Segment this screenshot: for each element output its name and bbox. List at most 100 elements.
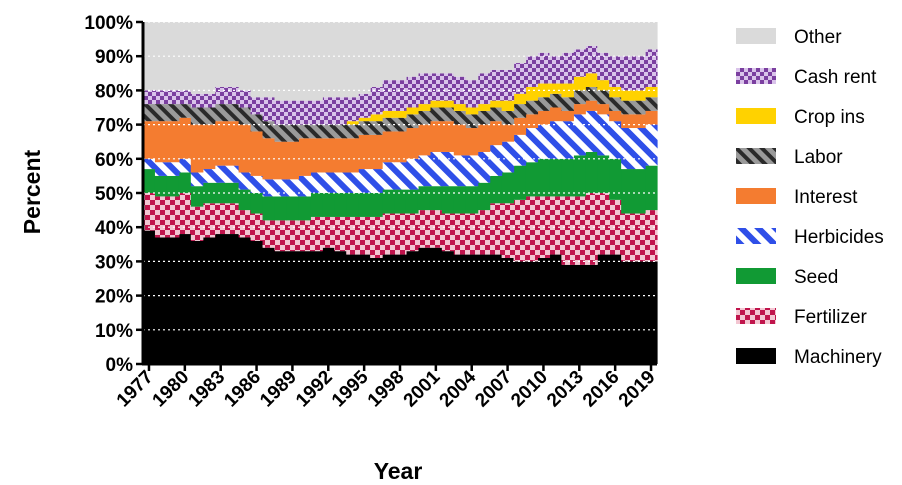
bar-seed-1999 bbox=[405, 189, 419, 214]
bar-herbicides-1989 bbox=[286, 179, 299, 197]
bar-machinery-1993 bbox=[334, 251, 347, 364]
bar-herbicides-1984 bbox=[226, 165, 240, 183]
bar-crop-ins-2000 bbox=[417, 104, 431, 111]
bar-seed-2018 bbox=[633, 169, 646, 214]
bar-seed-2015 bbox=[597, 155, 610, 193]
bar-other-1982 bbox=[202, 22, 216, 94]
bar-crop-ins-2003 bbox=[453, 104, 467, 111]
bar-seed-1995 bbox=[358, 193, 371, 217]
legend-label: Seed bbox=[794, 267, 838, 288]
bar-machinery-2019 bbox=[645, 261, 658, 364]
bar-other-1993 bbox=[334, 22, 347, 98]
bar-cash-rent-1979 bbox=[166, 90, 180, 105]
bar-labor-2009 bbox=[525, 100, 539, 115]
y-tick-label: 80% bbox=[95, 81, 133, 102]
y-tick-label: 30% bbox=[95, 252, 133, 273]
bar-cash-rent-2019 bbox=[645, 49, 658, 87]
bar-herbicides-1980 bbox=[178, 158, 192, 173]
bar-herbicides-2005 bbox=[477, 151, 491, 183]
bar-herbicides-2011 bbox=[549, 121, 562, 159]
bar-machinery-2011 bbox=[549, 254, 562, 364]
bar-fertilizer-1986 bbox=[250, 213, 264, 241]
legend-swatch bbox=[736, 348, 776, 364]
bar-interest-2016 bbox=[609, 110, 622, 122]
bar-machinery-2005 bbox=[477, 254, 491, 364]
bar-cash-rent-1981 bbox=[190, 93, 204, 108]
series-other bbox=[143, 22, 658, 101]
bar-other-1986 bbox=[250, 22, 264, 98]
bar-seed-2013 bbox=[573, 155, 586, 197]
bar-other-2014 bbox=[585, 22, 598, 46]
bar-machinery-1982 bbox=[202, 237, 216, 364]
bar-fertilizer-1978 bbox=[154, 196, 168, 238]
x-tick-label: 2004 bbox=[436, 366, 481, 411]
bar-cash-rent-2012 bbox=[561, 52, 574, 84]
x-tick-label: 1992 bbox=[292, 367, 337, 412]
bar-other-2008 bbox=[513, 22, 527, 64]
bar-fertilizer-1979 bbox=[166, 196, 180, 238]
series-herbicides bbox=[143, 110, 658, 197]
bar-cash-rent-2017 bbox=[621, 56, 634, 91]
bar-fertilizer-1998 bbox=[394, 213, 407, 255]
x-tick-label: 1989 bbox=[256, 367, 301, 412]
y-tick-label: 50% bbox=[95, 184, 133, 205]
bar-other-2009 bbox=[525, 22, 539, 57]
bar-other-1989 bbox=[286, 22, 299, 101]
bar-interest-2001 bbox=[429, 121, 443, 152]
bar-crop-ins-1995 bbox=[358, 117, 371, 122]
bar-herbicides-2012 bbox=[561, 121, 574, 159]
series-crop-ins bbox=[346, 73, 658, 125]
bar-crop-ins-2015 bbox=[597, 80, 610, 91]
legend-item-cash-rent: Cash rent bbox=[736, 67, 877, 88]
bar-crop-ins-2006 bbox=[489, 100, 503, 108]
legend-swatch bbox=[736, 308, 776, 324]
bar-interest-2002 bbox=[441, 121, 455, 152]
bar-labor-2006 bbox=[489, 107, 503, 122]
legend-label: Cash rent bbox=[794, 67, 877, 88]
bar-fertilizer-2002 bbox=[441, 213, 455, 252]
legend-item-machinery: Machinery bbox=[736, 347, 882, 368]
bar-herbicides-1995 bbox=[358, 169, 371, 193]
bar-machinery-1983 bbox=[214, 234, 228, 364]
bar-herbicides-1994 bbox=[346, 172, 359, 193]
legend: Other Cash rent Crop ins Labor Interest Herbi… bbox=[736, 27, 884, 368]
bar-other-1994 bbox=[346, 22, 359, 98]
bar-cash-rent-2000 bbox=[417, 73, 431, 105]
bar-cash-rent-2009 bbox=[525, 56, 539, 87]
bar-interest-2018 bbox=[633, 114, 646, 129]
legend-swatch bbox=[736, 228, 776, 244]
bar-machinery-1980 bbox=[178, 234, 192, 364]
bar-machinery-2013 bbox=[573, 264, 586, 364]
bar-other-2000 bbox=[417, 22, 431, 74]
bar-herbicides-2009 bbox=[525, 128, 539, 163]
bar-cash-rent-1982 bbox=[202, 93, 216, 108]
bar-fertilizer-2000 bbox=[417, 210, 431, 248]
bar-fertilizer-2006 bbox=[489, 203, 503, 255]
legend-swatch bbox=[736, 188, 776, 204]
bar-labor-1982 bbox=[202, 107, 216, 125]
bar-herbicides-1998 bbox=[394, 162, 407, 190]
y-tick-label: 10% bbox=[95, 321, 133, 342]
series-seed bbox=[143, 151, 658, 221]
bar-machinery-2006 bbox=[489, 254, 503, 364]
bar-cash-rent-1978 bbox=[154, 90, 168, 105]
bar-herbicides-1999 bbox=[405, 158, 419, 190]
legend-swatch bbox=[736, 268, 776, 284]
bar-cash-rent-1989 bbox=[286, 100, 299, 125]
bar-labor-2012 bbox=[561, 97, 574, 111]
bar-herbicides-2018 bbox=[633, 128, 646, 170]
bar-labor-2004 bbox=[465, 114, 479, 129]
bar-cash-rent-1992 bbox=[322, 97, 335, 125]
bar-interest-2009 bbox=[525, 114, 539, 129]
bar-seed-2017 bbox=[621, 169, 634, 214]
bar-labor-2010 bbox=[537, 97, 551, 111]
bar-cash-rent-1999 bbox=[405, 76, 419, 108]
bar-seed-1988 bbox=[274, 196, 288, 221]
bar-herbicides-2010 bbox=[537, 124, 551, 159]
bar-interest-2015 bbox=[597, 104, 610, 115]
legend-swatch bbox=[736, 108, 776, 124]
bar-fertilizer-2008 bbox=[513, 199, 527, 262]
bar-labor-1988 bbox=[274, 124, 288, 142]
legend-swatch bbox=[736, 28, 776, 44]
bar-fertilizer-1994 bbox=[346, 216, 359, 255]
